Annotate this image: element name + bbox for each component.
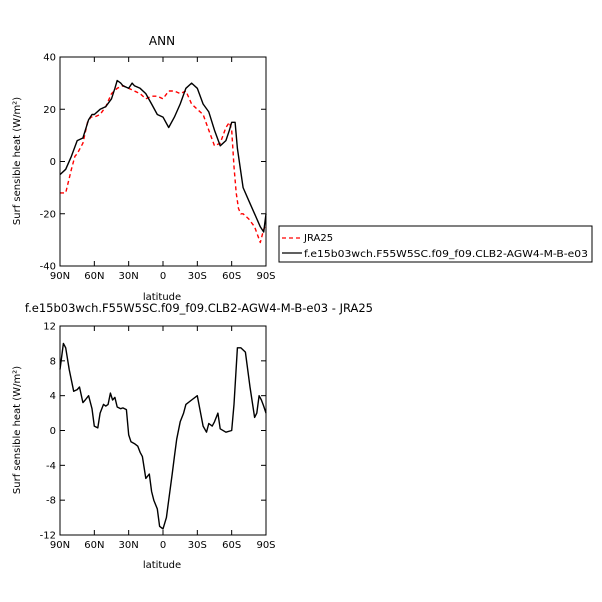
top-panel-ylabel: Surf sensible heat (W/m²) <box>12 97 23 225</box>
top-y-tick-label-1: -20 <box>40 209 56 220</box>
top-x-tick-label-1: 60N <box>84 271 104 282</box>
top-y-tick-label-4: 40 <box>43 53 56 64</box>
top-series-line-0 <box>60 84 267 244</box>
bottom-panel: f.e15b03wch.F55W5SC.f09_f09.CLB2-AGW4-M-… <box>12 301 373 571</box>
bottom-x-tick-label-2: 30N <box>119 540 139 551</box>
top-panel-frame <box>59 56 267 267</box>
bottom-panel-title: f.e15b03wch.F55W5SC.f09_f09.CLB2-AGW4-M-… <box>25 301 373 315</box>
bottom-x-tick-label-3: 0 <box>160 540 166 551</box>
bottom-y-tick-label-3: 0 <box>50 426 56 437</box>
top-x-tick-label-0: 90N <box>50 271 70 282</box>
top-y-tick-label-2: 0 <box>50 157 56 168</box>
bottom-panel-frame <box>59 325 267 536</box>
top-x-tick-label-5: 60S <box>222 271 241 282</box>
top-panel-title: ANN <box>149 34 175 48</box>
top-x-tick-label-6: 90S <box>256 271 275 282</box>
top-y-tick-label-0: -40 <box>40 262 56 273</box>
top-x-tick-label-3: 0 <box>160 271 166 282</box>
bottom-y-tick-label-0: -12 <box>40 531 56 542</box>
top-x-tick-label-2: 30N <box>119 271 139 282</box>
top-panel: ANN 90N 60N 30N 0 30S 60S 90S -40 -20 0 20 40 latit… <box>12 34 276 303</box>
bottom-x-tick-label-6: 90S <box>256 540 275 551</box>
legend-box <box>278 225 593 263</box>
bottom-x-tick-label-1: 60N <box>84 540 104 551</box>
legend-label-model: f.e15b03wch.F55W5SC.f09_f09.CLB2-AGW4-M-… <box>304 249 588 260</box>
top-panel-xlabel: latitude <box>143 292 181 303</box>
bottom-y-tick-label-5: 8 <box>50 356 56 367</box>
bottom-y-tick-label-1: -8 <box>46 496 56 507</box>
bottom-y-tick-label-6: 12 <box>43 322 56 333</box>
bottom-series-line-0 <box>59 342 267 530</box>
bottom-panel-ticks: 90N 60N 30N 0 30S 60S 90S -12 -8 -4 0 4 8 12 <box>40 322 276 552</box>
bottom-x-tick-label-0: 90N <box>50 540 70 551</box>
top-y-tick-label-3: 20 <box>43 105 56 116</box>
top-series-line-1 <box>59 79 267 233</box>
bottom-panel-ylabel: Surf sensible heat (W/m²) <box>12 366 23 494</box>
bottom-panel-series-layer <box>59 342 267 530</box>
bottom-y-tick-label-2: -4 <box>46 461 56 472</box>
top-x-tick-label-4: 30S <box>188 271 207 282</box>
bottom-x-tick-label-4: 30S <box>188 540 207 551</box>
bottom-y-tick-label-4: 4 <box>50 391 56 402</box>
legend-label-jra25: JRA25 <box>303 233 333 244</box>
bottom-x-tick-label-5: 60S <box>222 540 241 551</box>
top-panel-ticks: 90N 60N 30N 0 30S 60S 90S -40 -20 0 20 40 <box>40 53 276 283</box>
top-panel-series-layer <box>59 79 267 244</box>
bottom-panel-xlabel: latitude <box>143 560 181 571</box>
legend: JRA25 f.e15b03wch.F55W5SC.f09_f09.CLB2-A… <box>278 225 593 263</box>
